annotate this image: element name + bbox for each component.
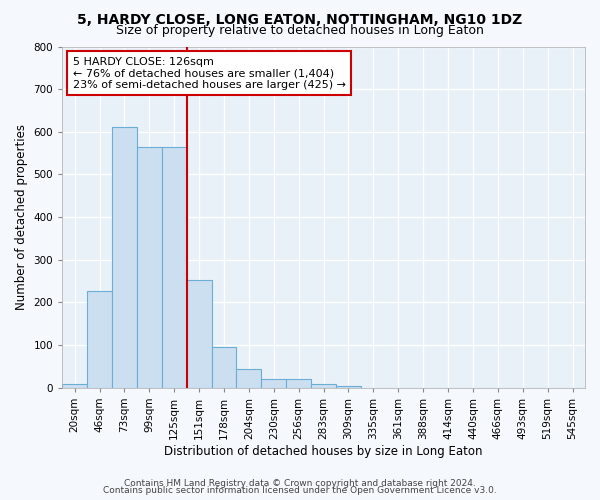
Text: Contains HM Land Registry data © Crown copyright and database right 2024.: Contains HM Land Registry data © Crown c…: [124, 478, 476, 488]
Text: 5 HARDY CLOSE: 126sqm
← 76% of detached houses are smaller (1,404)
23% of semi-d: 5 HARDY CLOSE: 126sqm ← 76% of detached …: [73, 56, 346, 90]
Text: Contains public sector information licensed under the Open Government Licence v3: Contains public sector information licen…: [103, 486, 497, 495]
Bar: [236, 370, 262, 388]
Bar: [262, 380, 286, 388]
Text: Size of property relative to detached houses in Long Eaton: Size of property relative to detached ho…: [116, 24, 484, 37]
Bar: [286, 380, 311, 388]
Bar: [137, 147, 162, 388]
Text: 5, HARDY CLOSE, LONG EATON, NOTTINGHAM, NG10 1DZ: 5, HARDY CLOSE, LONG EATON, NOTTINGHAM, …: [77, 12, 523, 26]
Y-axis label: Number of detached properties: Number of detached properties: [15, 124, 28, 310]
Bar: [62, 384, 87, 388]
Bar: [336, 386, 361, 388]
Bar: [311, 384, 336, 388]
Bar: [87, 290, 112, 388]
X-axis label: Distribution of detached houses by size in Long Eaton: Distribution of detached houses by size …: [164, 444, 483, 458]
Bar: [212, 347, 236, 388]
Bar: [187, 280, 212, 388]
Bar: [112, 127, 137, 388]
Bar: [162, 147, 187, 388]
